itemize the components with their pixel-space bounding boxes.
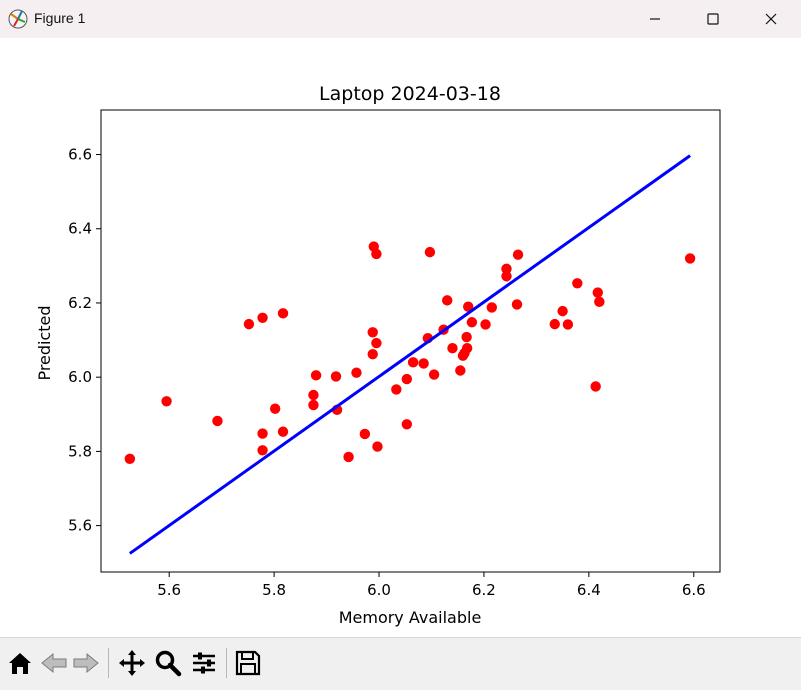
data-point: [343, 451, 354, 463]
pan-button[interactable]: [116, 646, 148, 680]
data-point: [330, 371, 342, 382]
y-tick-label: 6.2: [68, 294, 92, 312]
data-point: [257, 312, 268, 324]
data-point: [372, 441, 383, 452]
x-tick-label: 6.4: [577, 581, 601, 599]
data-point: [562, 319, 574, 330]
home-icon: [9, 653, 31, 674]
data-point: [269, 403, 281, 414]
back-icon: [41, 652, 67, 674]
zoom-icon: [155, 650, 182, 677]
title-bar: Figure 1: [0, 0, 801, 39]
maximize-icon: [707, 13, 719, 25]
data-point: [359, 428, 371, 440]
x-tick-label: 5.6: [157, 581, 181, 599]
data-point: [424, 246, 436, 258]
plot-area: 5.6 5.8 6.0 6.2 6.4 6.6 5.6 5.8 6.0 6.2 6.4 6.6: [68, 109, 721, 599]
home-button[interactable]: [4, 646, 36, 680]
x-tick-label: 6.2: [472, 581, 496, 599]
chart-title: Laptop 2024-03-18: [319, 83, 501, 105]
data-point: [367, 327, 378, 338]
data-point: [257, 445, 268, 456]
pan-icon: [119, 650, 145, 676]
x-tick-label: 5.8: [262, 581, 286, 599]
minimize-icon: [650, 18, 660, 20]
forward-button[interactable]: [70, 646, 102, 680]
data-point: [466, 317, 478, 328]
navigation-toolbar: [0, 637, 801, 690]
toolbar-separator: [226, 648, 227, 678]
data-point: [501, 263, 512, 275]
data-point: [463, 301, 474, 312]
data-point: [447, 343, 458, 354]
data-point: [428, 369, 440, 380]
data-point: [277, 426, 289, 437]
maximize-button[interactable]: [684, 0, 742, 38]
toolbar-separator: [108, 648, 109, 678]
y-axis-label: Predicted: [35, 305, 54, 380]
data-point: [367, 348, 378, 360]
data-point: [461, 331, 472, 343]
save-icon: [235, 650, 261, 676]
data-point: [401, 419, 413, 430]
data-point: [257, 428, 268, 439]
data-point: [486, 302, 498, 313]
data-point: [594, 296, 605, 308]
y-tick-label: 6.6: [68, 146, 92, 164]
data-point: [277, 308, 289, 319]
zoom-button[interactable]: [152, 646, 184, 680]
y-tick-label: 5.8: [68, 442, 92, 460]
y-tick-label: 6.0: [68, 368, 92, 386]
data-point: [243, 318, 255, 330]
scatter-chart: Laptop 2024-03-18 5.6 5.8 6.0 6.2 6.4 6.65.65…: [35, 83, 721, 627]
data-point: [308, 399, 319, 411]
data-point: [310, 370, 322, 381]
y-tick-label: 6.4: [68, 220, 92, 238]
data-point: [501, 271, 512, 282]
data-point: [308, 389, 319, 401]
save-button[interactable]: [232, 646, 264, 680]
x-axis-label: Memory Available: [339, 608, 482, 627]
data-point: [480, 319, 491, 330]
data-point: [391, 384, 402, 395]
configure-subplots-button[interactable]: [188, 646, 220, 680]
data-point: [418, 358, 429, 369]
close-icon: [765, 13, 777, 25]
data-point: [461, 343, 473, 354]
data-point: [549, 318, 560, 330]
data-point: [442, 295, 453, 306]
data-point: [407, 357, 419, 368]
data-point: [511, 299, 523, 310]
configure-icon: [193, 652, 215, 674]
data-point: [512, 249, 524, 260]
data-point: [455, 365, 466, 376]
x-tick-label: 6.6: [682, 581, 706, 599]
fit-line: [128, 154, 691, 555]
data-point: [557, 305, 568, 317]
data-point: [572, 278, 583, 289]
data-point: [161, 396, 172, 407]
y-tick-label: 5.6: [68, 517, 92, 535]
axes-frame: [100, 109, 721, 573]
data-point: [590, 381, 601, 392]
data-point: [212, 415, 223, 427]
data-point: [371, 337, 382, 349]
data-point: [401, 373, 413, 385]
back-button[interactable]: [38, 646, 70, 680]
matplotlib-icon: [8, 9, 28, 29]
window-title: Figure 1: [34, 10, 86, 26]
close-button[interactable]: [742, 0, 800, 38]
x-tick-label: 6.0: [367, 581, 391, 599]
forward-icon: [73, 652, 99, 674]
minimize-button[interactable]: [626, 0, 684, 38]
data-point: [124, 453, 136, 465]
figure-canvas[interactable]: Laptop 2024-03-18 5.6 5.8 6.0 6.2 6.4 6.6 5.6 5…: [0, 38, 801, 637]
data-point: [351, 367, 362, 378]
data-point: [684, 253, 696, 264]
data-point: [371, 248, 382, 260]
data-point: [592, 287, 603, 298]
